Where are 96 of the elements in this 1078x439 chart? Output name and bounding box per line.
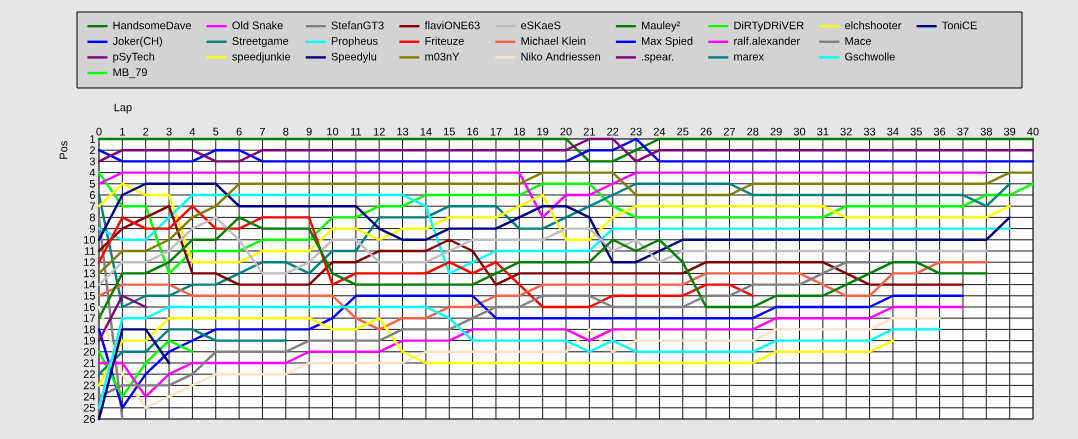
legend-label: marex <box>734 54 764 61</box>
legend-label: ralf.alexander <box>734 36 800 45</box>
x-tick-label: 23 <box>630 127 642 136</box>
x-axis-title: Lap <box>114 103 132 114</box>
legend-label: m03nY <box>425 52 460 61</box>
legend-label: Mace <box>845 37 871 45</box>
y-tick-label: 8 <box>89 213 96 222</box>
x-tick-label: 1 <box>120 127 125 136</box>
y-tick-label: 10 <box>84 235 96 244</box>
y-tick-label: 2 <box>89 146 95 155</box>
y-tick-label: 21 <box>83 359 95 367</box>
x-tick-label: 9 <box>306 127 312 136</box>
x-tick-label: 6 <box>236 127 242 136</box>
legend-label: Propheus <box>331 36 378 48</box>
legend-label: StefanGT3 <box>331 21 384 30</box>
x-tick-label: 13 <box>397 127 409 136</box>
x-tick-label: 29 <box>770 127 782 136</box>
x-tick-label: 28 <box>747 127 759 136</box>
x-tick-label: 35 <box>910 127 922 136</box>
x-tick-label: 19 <box>537 127 549 136</box>
x-tick-label: 7 <box>259 127 265 136</box>
y-tick-label: 16 <box>84 303 96 311</box>
legend-label: elchshooter <box>845 21 902 30</box>
y-tick-label: 17 <box>84 314 95 322</box>
legend-label: HandsomeDave <box>113 21 191 30</box>
x-tick-label: 31 <box>817 127 829 136</box>
y-tick-label: 13 <box>84 269 96 278</box>
x-tick-label: 38 <box>980 127 992 136</box>
x-tick-label: 24 <box>653 127 666 136</box>
y-tick-label: 15 <box>84 291 96 300</box>
y-tick-label: 26 <box>83 415 96 423</box>
legend-label: Gschwolle <box>845 52 895 61</box>
legend-label: DiRTyDRiVER <box>734 21 804 32</box>
y-tick-label: 24 <box>83 392 96 401</box>
y-tick-label: 23 <box>83 381 96 390</box>
x-tick-label: 20 <box>560 127 572 136</box>
y-tick-label: 5 <box>89 179 96 188</box>
x-tick-label: 12 <box>373 127 385 136</box>
y-tick-label: 14 <box>84 280 96 289</box>
y-tick-label: 6 <box>89 191 96 199</box>
y-axis-title: Pos <box>59 141 68 159</box>
x-tick-label: 27 <box>723 127 736 136</box>
x-tick-label: 5 <box>213 127 219 136</box>
legend-label: Speedylu <box>331 52 377 63</box>
legend-label: pSyTech <box>113 52 155 63</box>
legend-label: .spear. <box>642 54 674 63</box>
legend-label: Michael Klein <box>521 36 586 45</box>
y-tick-label: 11 <box>84 247 95 255</box>
x-tick-label: 30 <box>793 127 806 136</box>
y-tick-label: 7 <box>89 202 95 210</box>
x-tick-label: 21 <box>583 127 595 136</box>
x-tick-label: 16 <box>467 127 479 136</box>
legend-label: flaviONE63 <box>424 21 480 30</box>
legend-label: ToniCE <box>942 21 977 30</box>
x-tick-label: 39 <box>1003 127 1016 136</box>
x-tick-label: 34 <box>887 127 899 136</box>
y-tick-label: 4 <box>89 168 96 177</box>
x-tick-label: 3 <box>166 127 172 136</box>
legend-label: Joker(CH) <box>112 36 163 48</box>
x-tick-label: 22 <box>607 127 619 136</box>
legend-label: MB_79 <box>113 68 147 79</box>
y-tick-label: 12 <box>84 258 95 267</box>
legend-label: Friteuze <box>425 36 464 45</box>
legend-label: Streetgame <box>232 37 289 48</box>
legend-label: eSKaeS <box>521 21 561 30</box>
x-tick-label: 4 <box>189 127 196 136</box>
y-tick-label: 25 <box>83 403 96 412</box>
x-tick-label: 17 <box>490 127 502 136</box>
line-series <box>97 339 194 398</box>
x-tick-label: 40 <box>1027 127 1039 136</box>
x-tick-label: 15 <box>443 127 455 136</box>
x-tick-label: 33 <box>863 127 876 136</box>
x-tick-label: 2 <box>143 127 149 136</box>
x-tick-label: 32 <box>840 127 852 136</box>
x-tick-label: 36 <box>933 127 946 136</box>
x-tick-label: 18 <box>514 127 525 136</box>
x-tick-label: 25 <box>677 127 689 136</box>
y-tick-label: 1 <box>90 135 95 143</box>
x-tick-label: 14 <box>420 127 432 136</box>
x-tick-label: 37 <box>957 127 969 136</box>
legend-label: Niko Andriessen <box>521 52 600 61</box>
legend-label: Old Snake <box>232 21 283 30</box>
y-tick-label: 19 <box>84 336 95 345</box>
x-tick-label: 8 <box>283 127 289 136</box>
x-tick-label: 11 <box>351 127 362 136</box>
x-tick-label: 0 <box>96 127 102 136</box>
y-tick-label: 3 <box>89 157 96 166</box>
legend-label: Mauley² <box>642 21 681 32</box>
y-tick-label: 20 <box>83 347 96 356</box>
legend-label: speedjunkie <box>232 52 291 63</box>
x-tick-label: 10 <box>327 127 339 136</box>
y-tick-label: 22 <box>83 370 95 379</box>
y-tick-label: 18 <box>84 325 96 334</box>
x-tick-label: 26 <box>700 127 712 136</box>
y-tick-label: 9 <box>89 224 95 233</box>
legend-label: Max Spied <box>642 36 693 48</box>
